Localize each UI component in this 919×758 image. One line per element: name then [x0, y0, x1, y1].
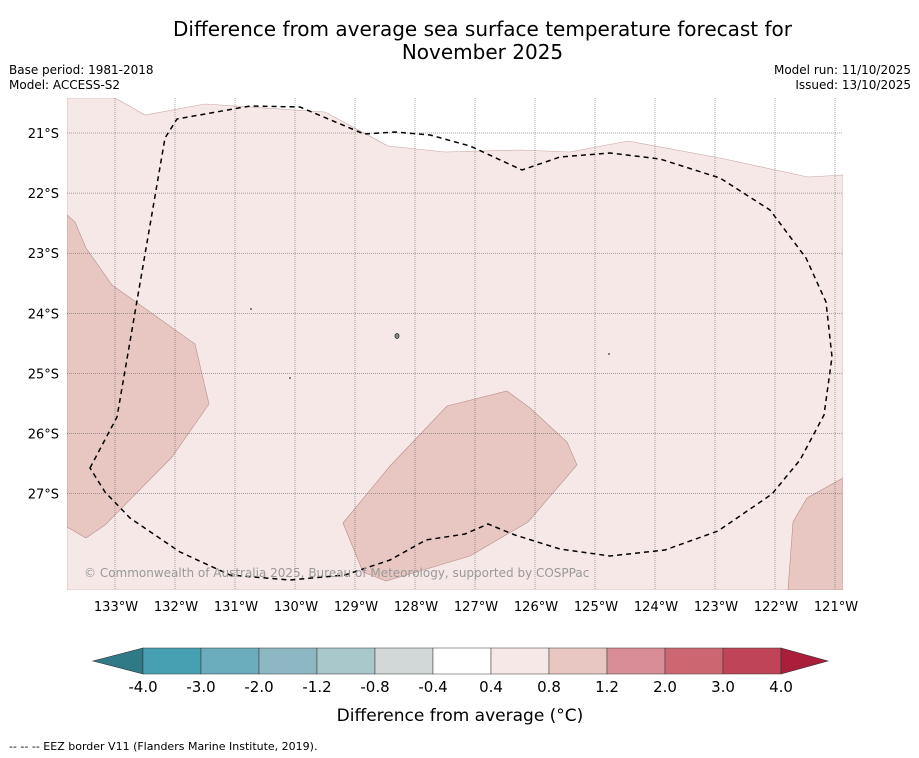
latitude-label: 21°S	[28, 127, 59, 142]
eez-footnote: -- -- -- EEZ border V11 (Flanders Marine…	[9, 740, 318, 753]
anomaly-region-east	[787, 477, 843, 590]
copyright-notice: © Commonwealth of Australia 2025, Bureau…	[84, 566, 589, 580]
latitude-labels: 21°S 22°S 23°S 24°S 25°S 26°S 27°S	[28, 127, 59, 503]
title-line-2: November 2025	[401, 40, 564, 64]
colorbar-segment	[374, 647, 434, 675]
colorbar-segment	[142, 647, 202, 675]
colorbar-tick-label: 1.2	[595, 678, 619, 696]
colorbar-tick-label: 0.8	[537, 678, 561, 696]
colorbar-tick-label: -0.4	[418, 678, 447, 696]
longitude-label: 123°W	[694, 600, 738, 615]
chart-title: Difference from average sea surface temp…	[60, 18, 905, 64]
colorbar-extend-high	[780, 647, 830, 675]
longitude-label: 127°W	[454, 600, 498, 615]
colorbar-tick-label: -3.0	[186, 678, 215, 696]
longitude-label: 125°W	[574, 600, 618, 615]
longitude-label: 128°W	[394, 600, 438, 615]
longitude-label: 126°W	[514, 600, 558, 615]
longitude-label: 131°W	[214, 600, 258, 615]
colorbar-label: Difference from average (°C)	[337, 706, 584, 726]
colorbar-tick-label: -0.8	[360, 678, 389, 696]
colorbar-segment	[722, 647, 782, 675]
anomaly-region-central	[342, 390, 578, 582]
colorbar-segment	[432, 647, 492, 675]
colorbar-segment	[200, 647, 260, 675]
base-period: Base period: 1981-2018	[9, 63, 154, 77]
island-marker	[289, 377, 291, 379]
eez-border	[89, 105, 833, 581]
colorbar-segment	[548, 647, 608, 675]
colorbar-tick-label: 0.4	[479, 678, 503, 696]
colorbar-tick-label: -2.0	[244, 678, 273, 696]
longitude-label: 133°W	[94, 600, 138, 615]
longitude-label: 129°W	[334, 600, 378, 615]
island-marker	[608, 353, 610, 355]
colorbar-tick-label: -1.2	[302, 678, 331, 696]
longitude-labels: 133°W 132°W 131°W 130°W 129°W 128°W 127°W 126°W…	[94, 600, 858, 615]
latitude-label: 24°S	[28, 307, 59, 322]
map-area: © Commonwealth of Australia 2025, Bureau…	[67, 98, 843, 590]
colorbar-segment	[316, 647, 376, 675]
longitude-label: 121°W	[814, 600, 858, 615]
latitude-label: 26°S	[28, 428, 59, 443]
model-name: Model: ACCESS-S2	[9, 78, 121, 92]
colorbar-tick-label: 2.0	[653, 678, 677, 696]
title-line-1: Difference from average sea surface temp…	[172, 17, 792, 41]
issued-date: Issued: 13/10/2025	[795, 78, 911, 92]
meta-left: Base period: 1981-2018 Model: ACCESS-S2	[9, 63, 154, 93]
model-run: Model run: 11/10/2025	[773, 63, 911, 77]
gridlines	[67, 98, 843, 590]
colorbar: -4.0 -3.0 -2.0 -1.2 -0.8 -0.4 0.4 0.8 1.2 2.0 3.0 4…	[91, 647, 830, 696]
anomaly-region-west	[67, 214, 210, 539]
latitude-label: 22°S	[28, 187, 59, 202]
longitude-label: 130°W	[274, 600, 318, 615]
colorbar-tick-label: 4.0	[769, 678, 793, 696]
longitude-label: 124°W	[634, 600, 678, 615]
longitude-label: 132°W	[154, 600, 198, 615]
colorbar-segment	[490, 647, 550, 675]
island-marker	[250, 308, 252, 310]
colorbar-segment	[606, 647, 666, 675]
latitude-label: 27°S	[28, 488, 59, 503]
longitude-label: 122°W	[754, 600, 798, 615]
meta-right: Model run: 11/10/2025 Issued: 13/10/2025	[774, 63, 911, 93]
latitude-label: 23°S	[28, 247, 59, 262]
colorbar-segment	[258, 647, 318, 675]
colorbar-tick-label: 3.0	[711, 678, 735, 696]
colorbar-segment	[664, 647, 724, 675]
anomaly-region-light	[67, 98, 843, 590]
colorbar-tick-label: -4.0	[128, 678, 157, 696]
latitude-label: 25°S	[28, 367, 59, 382]
island-marker	[394, 333, 400, 339]
colorbar-extend-low	[91, 647, 144, 675]
